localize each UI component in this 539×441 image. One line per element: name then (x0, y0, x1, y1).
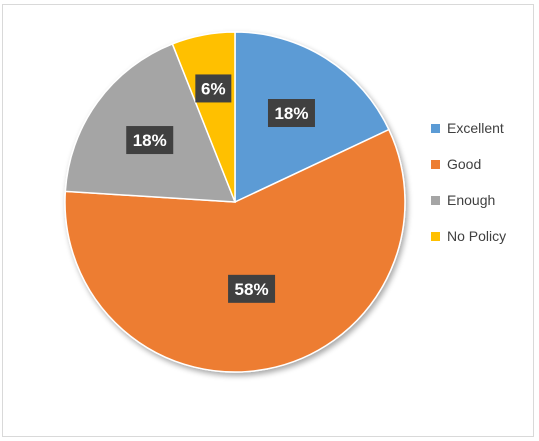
chart-legend: Excellent Good Enough No Policy (431, 118, 531, 262)
legend-swatch-no-policy (431, 231, 440, 241)
data-label-text-good: 58% (235, 280, 269, 299)
legend-label-excellent: Excellent (447, 120, 504, 136)
data-label-bg-good (228, 274, 276, 303)
pie-slice-good (64, 128, 406, 373)
legend-item-excellent: Excellent (431, 118, 531, 138)
legend-label-enough: Enough (447, 192, 496, 208)
pie-data-labels: 18% 58% 18% 6% (126, 74, 315, 303)
data-label-bg-no-policy (195, 74, 232, 103)
legend-swatch-good (431, 159, 440, 169)
legend-label-no-policy: No Policy (447, 228, 507, 244)
data-label-bg-enough (126, 126, 174, 155)
data-label-bg-excellent (267, 99, 315, 128)
legend-item-no-policy: No Policy (431, 226, 531, 246)
data-label-good: 58% (228, 274, 276, 303)
data-label-text-no-policy: 6% (201, 79, 226, 98)
legend-item-good: Good (431, 154, 531, 174)
data-label-excellent: 18% (267, 99, 315, 128)
legend-swatch-enough (431, 195, 440, 205)
data-label-enough: 18% (126, 126, 174, 155)
legend-swatch-excellent (431, 123, 440, 133)
chart-frame: 18% 58% 18% 6% Excellent Good Enough No Pol… (2, 4, 534, 437)
data-label-text-excellent: 18% (274, 104, 308, 123)
legend-item-enough: Enough (431, 190, 531, 210)
data-label-no-policy: 6% (195, 74, 232, 103)
legend-label-good: Good (447, 156, 482, 172)
pie-slice-enough (64, 42, 237, 203)
pie-chart: 18% 58% 18% 6% (64, 31, 406, 373)
data-label-text-enough: 18% (133, 131, 167, 150)
pie-slices (64, 31, 406, 373)
